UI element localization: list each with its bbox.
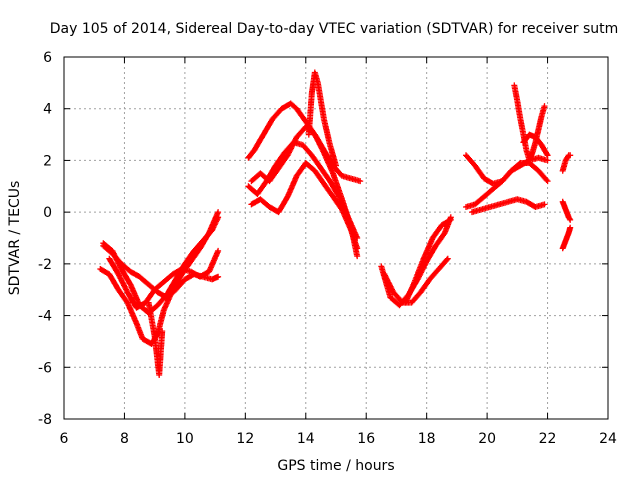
series-t7 bbox=[245, 139, 361, 241]
point-markers bbox=[469, 196, 548, 216]
point-markers bbox=[106, 247, 222, 311]
series-t15 bbox=[463, 154, 551, 210]
series-t8 bbox=[248, 160, 361, 252]
x-tick-label: 16 bbox=[357, 431, 375, 447]
series-t21 bbox=[559, 224, 574, 252]
grid-layer bbox=[64, 57, 608, 419]
series-t5 bbox=[145, 299, 166, 378]
plot-frame bbox=[63, 56, 609, 420]
point-markers bbox=[402, 216, 454, 306]
series-t13 bbox=[402, 216, 454, 306]
point-markers bbox=[248, 160, 361, 252]
point-markers bbox=[145, 299, 166, 378]
series-t20 bbox=[559, 198, 574, 223]
y-tick-label: -2 bbox=[38, 257, 52, 273]
series-t19 bbox=[559, 152, 574, 174]
x-axis-label: GPS time / hours bbox=[277, 458, 394, 474]
series-t17 bbox=[511, 82, 548, 164]
point-markers bbox=[520, 131, 551, 159]
data-layer bbox=[97, 69, 574, 378]
point-markers bbox=[305, 69, 339, 169]
y-tick-label: 4 bbox=[43, 102, 52, 118]
y-tick-label: 6 bbox=[43, 50, 52, 66]
point-markers bbox=[248, 123, 364, 185]
x-tick-label: 6 bbox=[60, 431, 69, 447]
series-t9 bbox=[248, 123, 364, 185]
y-tick-label: -6 bbox=[38, 360, 52, 376]
x-tick-label: 22 bbox=[539, 431, 557, 447]
point-markers bbox=[511, 82, 548, 164]
series-t10 bbox=[305, 69, 339, 169]
series-t18 bbox=[520, 131, 551, 159]
y-axis-label: SDTVAR / TECUs bbox=[7, 181, 23, 296]
x-tick-label: 24 bbox=[599, 431, 617, 447]
x-tick-label: 10 bbox=[176, 431, 194, 447]
x-tick-label: 12 bbox=[236, 431, 254, 447]
x-tick-label: 14 bbox=[297, 431, 315, 447]
series-t2 bbox=[100, 214, 222, 316]
x-tick-label: 8 bbox=[120, 431, 129, 447]
y-tick-label: -8 bbox=[38, 412, 52, 428]
point-markers bbox=[245, 100, 361, 260]
y-tick-label: 2 bbox=[43, 153, 52, 169]
point-markers bbox=[463, 154, 551, 210]
point-markers bbox=[100, 214, 222, 316]
point-markers bbox=[559, 198, 574, 223]
point-markers bbox=[559, 152, 574, 174]
y-tick-label: 0 bbox=[43, 205, 52, 221]
point-markers bbox=[559, 224, 574, 252]
x-tick-label: 18 bbox=[418, 431, 436, 447]
y-tick-label: -4 bbox=[38, 309, 52, 325]
x-tick-label: 20 bbox=[478, 431, 496, 447]
point-markers bbox=[245, 139, 361, 241]
series-t16 bbox=[469, 196, 548, 216]
chart-title: Day 105 of 2014, Sidereal Day-to-day VTE… bbox=[50, 21, 619, 37]
series-t6 bbox=[245, 100, 361, 260]
series-t4 bbox=[106, 247, 222, 311]
